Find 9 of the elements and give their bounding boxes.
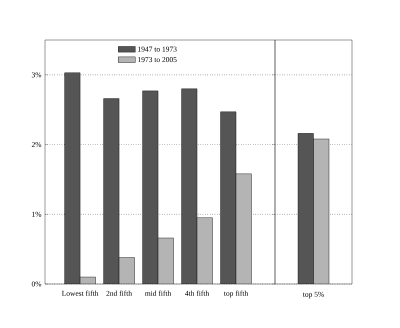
bar	[236, 174, 252, 284]
bar	[118, 257, 135, 284]
bar	[142, 90, 158, 284]
bar	[196, 218, 213, 284]
bar	[103, 98, 120, 284]
bar	[158, 238, 174, 284]
bar	[64, 72, 80, 284]
bar	[181, 88, 198, 284]
bar	[220, 112, 236, 284]
